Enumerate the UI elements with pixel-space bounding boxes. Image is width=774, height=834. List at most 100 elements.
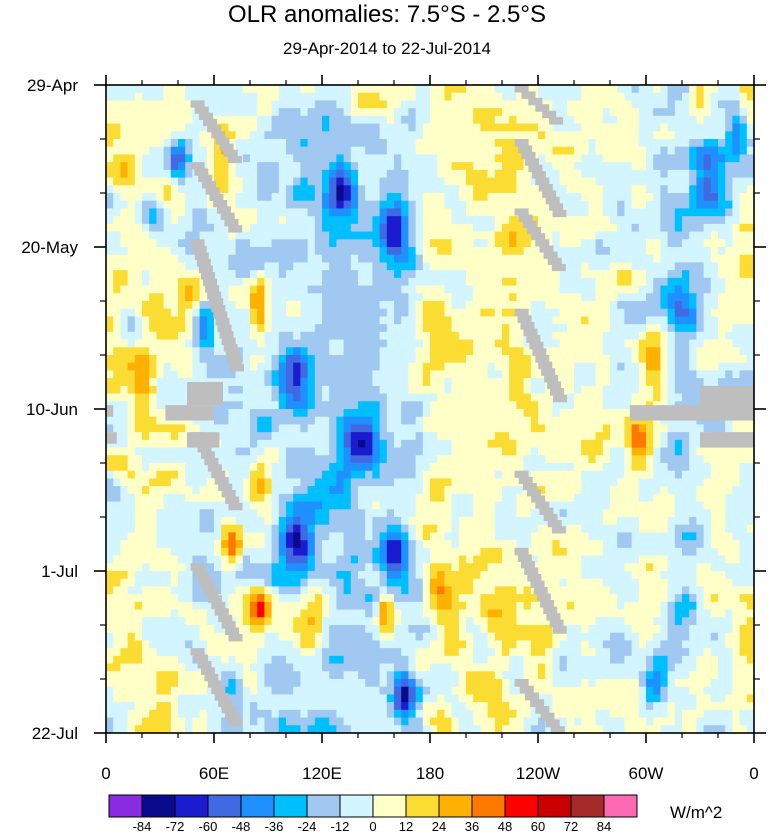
heatmap-cell — [113, 200, 121, 210]
heatmap-cell — [192, 486, 201, 495]
heatmap-cell — [401, 424, 409, 433]
heatmap-cell — [631, 331, 640, 341]
heatmap-cell — [163, 108, 172, 117]
heatmap-cell — [206, 139, 215, 148]
heatmap-cell — [149, 339, 157, 348]
heatmap-cell — [631, 177, 640, 186]
heatmap-cell — [545, 270, 553, 279]
heatmap-cell — [451, 501, 460, 510]
heatmap-cell — [581, 362, 589, 372]
heatmap-cell — [343, 262, 352, 271]
heatmap-cell — [286, 393, 294, 402]
heatmap-cell — [278, 439, 287, 449]
heatmap-cell — [199, 331, 208, 341]
heatmap-cell — [322, 509, 330, 518]
heatmap-cell — [494, 339, 503, 348]
heatmap-cell — [293, 247, 301, 256]
heatmap-cell — [422, 362, 431, 372]
heatmap-cell — [322, 370, 330, 379]
heatmap-cell — [300, 293, 309, 302]
heatmap-cell — [516, 401, 525, 410]
heatmap-cell — [149, 285, 157, 294]
heatmap-cell — [451, 277, 460, 287]
heatmap-cell — [602, 239, 611, 248]
heatmap-cell — [408, 416, 417, 426]
heatmap-cell — [221, 277, 229, 287]
heatmap-cell — [214, 216, 222, 225]
heatmap-cell — [329, 254, 337, 264]
heatmap-cell — [178, 216, 186, 225]
heatmap-cell — [185, 447, 193, 456]
heatmap-cell — [480, 208, 489, 217]
heatmap-cell — [307, 509, 316, 518]
heatmap-cell — [271, 231, 280, 240]
heatmap-cell — [113, 108, 121, 117]
heatmap-cell — [458, 193, 467, 202]
heatmap-cell — [214, 85, 222, 94]
heatmap-cell — [379, 470, 388, 480]
heatmap-cell — [739, 355, 748, 364]
heatmap-cell — [178, 146, 186, 156]
heatmap-cell — [322, 277, 330, 287]
heatmap-cell — [422, 154, 431, 163]
heatmap-cell — [703, 362, 712, 372]
heatmap-cell — [466, 193, 474, 202]
heatmap-cell — [242, 162, 251, 171]
heatmap-cell — [185, 509, 193, 518]
heatmap-cell — [221, 409, 229, 418]
heatmap-cell — [631, 370, 640, 379]
heatmap-cell — [257, 193, 265, 202]
heatmap-cell — [487, 247, 496, 256]
heatmap-cell — [221, 247, 229, 256]
heatmap-cell — [444, 131, 453, 140]
heatmap-cell — [718, 146, 726, 156]
heatmap-cell — [581, 455, 589, 464]
heatmap-cell — [242, 123, 251, 132]
heatmap-cell — [581, 301, 589, 310]
heatmap-cell — [631, 301, 640, 310]
heatmap-cell — [746, 239, 755, 248]
heatmap-cell — [646, 308, 654, 318]
heatmap-cell — [394, 393, 402, 402]
heatmap-cell — [631, 154, 640, 163]
heatmap-cell — [538, 439, 546, 449]
heatmap-cell — [494, 146, 503, 156]
heatmap-cell — [502, 169, 510, 179]
heatmap-cell — [365, 316, 373, 325]
heatmap-cell — [300, 486, 309, 495]
heatmap-cell — [415, 177, 424, 186]
heatmap-cell — [365, 308, 373, 318]
heatmap-cell — [552, 239, 561, 248]
heatmap-cell — [379, 486, 388, 495]
heatmap-cell — [437, 231, 445, 240]
heatmap-cell — [149, 270, 157, 279]
heatmap-cell — [365, 154, 373, 163]
heatmap-cell — [552, 177, 561, 186]
heatmap-cell — [271, 247, 280, 256]
heatmap-cell — [379, 478, 388, 487]
heatmap-cell — [372, 401, 381, 410]
heatmap-cell — [365, 277, 373, 287]
heatmap-cell — [170, 277, 179, 287]
heatmap-cell — [293, 293, 301, 302]
heatmap-cell — [264, 85, 273, 94]
heatmap-cell — [170, 339, 179, 348]
heatmap-cell — [682, 331, 690, 341]
heatmap-cell — [466, 285, 474, 294]
heatmap-cell — [264, 216, 273, 225]
heatmap-cell — [379, 131, 388, 140]
heatmap-cell — [329, 177, 337, 186]
heatmap-cell — [703, 331, 712, 341]
heatmap-cell — [422, 92, 431, 102]
heatmap-cell — [386, 115, 395, 125]
heatmap-cell — [566, 370, 575, 379]
heatmap-cell — [358, 447, 366, 456]
heatmap-cell — [725, 146, 733, 156]
heatmap-cell — [163, 185, 172, 194]
heatmap-cell — [696, 378, 705, 387]
heatmap-cell — [538, 146, 546, 156]
heatmap-cell — [667, 154, 676, 163]
heatmap-cell — [221, 455, 229, 464]
heatmap-cell — [278, 131, 287, 140]
heatmap-cell — [725, 216, 733, 225]
